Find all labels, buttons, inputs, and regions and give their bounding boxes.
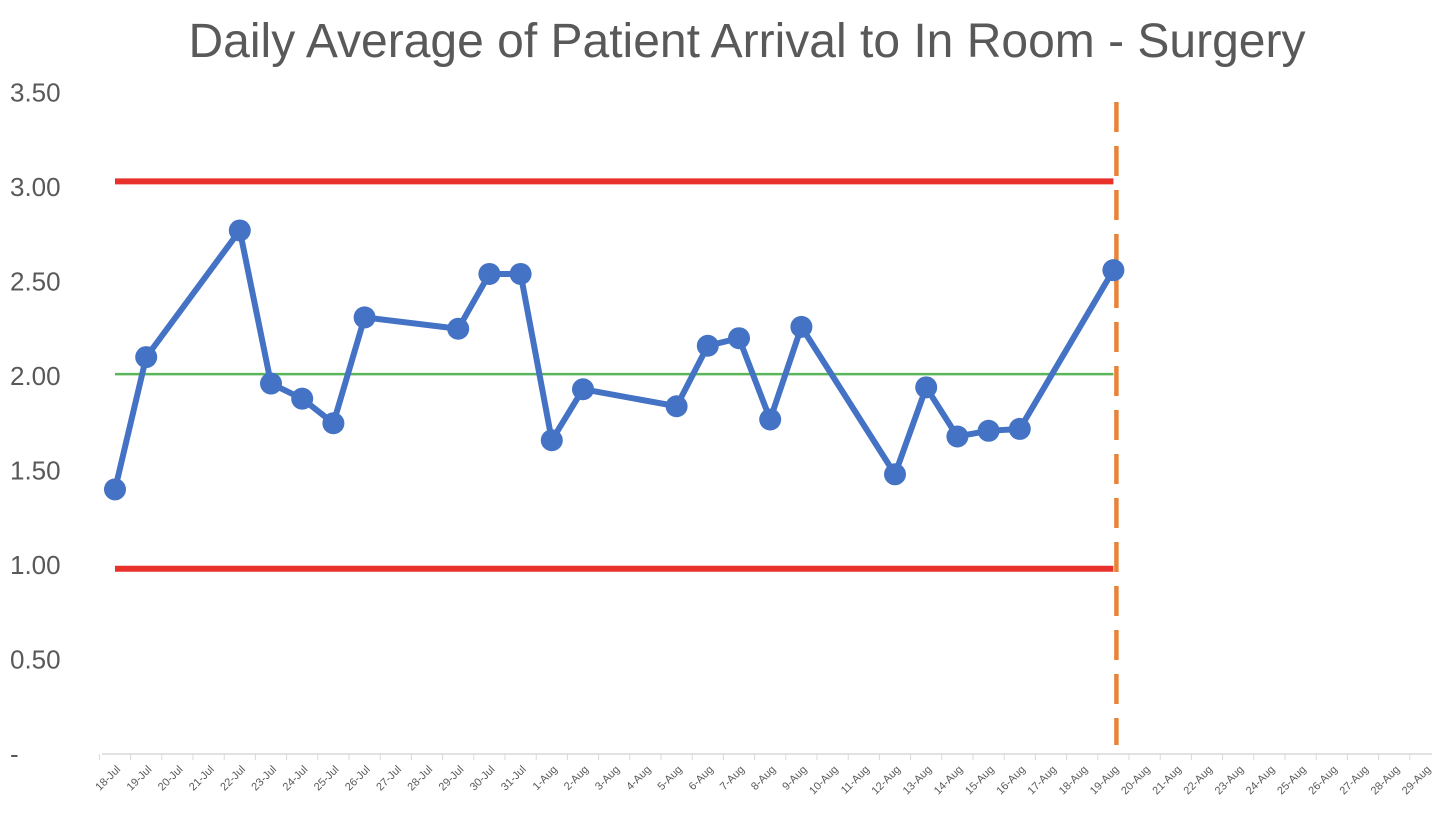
y-axis: - 0.50 1.00 1.50 2.00 2.50 3.00 3.50 bbox=[10, 78, 61, 770]
x-tick-label: 19-Jul bbox=[125, 764, 155, 794]
x-tick-label: 28-Jul bbox=[405, 764, 435, 794]
y-tick-label: 2.50 bbox=[10, 267, 61, 297]
x-tick-label: 18-Jul bbox=[93, 764, 123, 794]
x-tick-label: 26-Aug bbox=[1306, 764, 1340, 798]
data-series bbox=[104, 219, 1125, 501]
x-tick-label: 7-Aug bbox=[718, 764, 747, 793]
x-tick-label: 15-Aug bbox=[963, 764, 997, 798]
x-tick-label: 31-Jul bbox=[499, 764, 529, 794]
x-tick-label: 21-Aug bbox=[1150, 764, 1184, 798]
x-tick-label: 16-Aug bbox=[994, 764, 1028, 798]
x-tick-label: 21-Jul bbox=[187, 764, 217, 794]
data-point bbox=[915, 376, 938, 399]
y-tick-label: 1.00 bbox=[10, 550, 61, 580]
y-tick-label: 1.50 bbox=[10, 456, 61, 486]
x-tick-label: 1-Aug bbox=[531, 764, 560, 793]
data-point bbox=[759, 408, 782, 431]
x-tick-label: 25-Jul bbox=[312, 764, 342, 794]
x-tick-label: 26-Jul bbox=[343, 764, 373, 794]
x-tick-label: 20-Aug bbox=[1119, 764, 1153, 798]
x-tick-label: 23-Aug bbox=[1213, 764, 1247, 798]
x-tick-label: 12-Aug bbox=[870, 764, 904, 798]
data-point bbox=[946, 425, 969, 448]
x-axis: 18-Jul 19-Jul 20-Jul 21-Jul 22-Jul 23-Jul 24-J… bbox=[93, 753, 1432, 798]
x-tick-label: 11-Aug bbox=[839, 764, 872, 797]
x-tick-label: 4-Aug bbox=[624, 764, 653, 793]
x-tick-label: 18-Aug bbox=[1057, 764, 1091, 798]
data-point bbox=[790, 315, 813, 338]
x-tick-label: 6-Aug bbox=[687, 764, 716, 793]
data-point bbox=[665, 395, 688, 418]
x-tick-label: 10-Aug bbox=[807, 764, 841, 798]
x-tick-label: 8-Aug bbox=[749, 764, 778, 793]
data-point bbox=[322, 412, 345, 435]
x-tick-label: 13-Aug bbox=[901, 764, 935, 798]
x-tick-label: 19-Aug bbox=[1088, 764, 1122, 798]
chart-title: Daily Average of Patient Arrival to In R… bbox=[188, 15, 1306, 68]
data-point bbox=[291, 387, 314, 410]
data-point bbox=[884, 463, 906, 486]
x-tick-label: 9-Aug bbox=[780, 764, 809, 793]
x-tick-label: 5-Aug bbox=[655, 764, 684, 793]
x-tick-label: 14-Aug bbox=[932, 764, 966, 798]
data-point bbox=[1008, 417, 1031, 440]
x-tick-label: 24-Jul bbox=[281, 764, 311, 794]
x-tick-label: 30-Jul bbox=[468, 764, 498, 794]
x-tick-label: 24-Aug bbox=[1244, 764, 1278, 798]
data-point bbox=[977, 419, 1000, 442]
x-tick-label: 22-Jul bbox=[218, 764, 248, 794]
x-tick-label: 22-Aug bbox=[1182, 764, 1216, 798]
data-point bbox=[353, 306, 376, 329]
x-tick-label: 29-Jul bbox=[437, 764, 467, 794]
data-point bbox=[1102, 259, 1125, 282]
data-point bbox=[572, 378, 594, 401]
data-point bbox=[447, 317, 470, 340]
x-tick-label: 23-Jul bbox=[249, 764, 279, 794]
y-tick-label: 3.00 bbox=[10, 172, 61, 202]
x-tick-label: 28-Aug bbox=[1369, 764, 1403, 798]
x-tick-label: 29-Aug bbox=[1400, 764, 1432, 798]
x-tick-label: 27-Jul bbox=[374, 764, 404, 794]
data-point bbox=[728, 327, 750, 350]
x-tick-label: 3-Aug bbox=[593, 764, 622, 793]
data-point bbox=[696, 334, 719, 357]
control-limit-lines bbox=[115, 178, 1114, 572]
data-point bbox=[478, 262, 501, 285]
data-point bbox=[228, 219, 251, 242]
x-tick-label: 27-Aug bbox=[1338, 764, 1372, 798]
y-tick-label: 2.00 bbox=[10, 361, 61, 391]
data-point bbox=[509, 262, 532, 285]
y-tick-label: 3.50 bbox=[10, 78, 61, 108]
x-tick-label: 20-Jul bbox=[156, 764, 186, 794]
x-tick-label: 25-Aug bbox=[1275, 764, 1309, 798]
y-tick-label: 0.50 bbox=[10, 645, 61, 675]
y-tick-label: - bbox=[10, 739, 19, 769]
data-point bbox=[104, 478, 126, 501]
x-tick-label: 2-Aug bbox=[562, 764, 591, 793]
data-point bbox=[540, 429, 563, 452]
data-point bbox=[135, 346, 158, 369]
series-line bbox=[112, 227, 1117, 493]
x-tick-label: 17-Aug bbox=[1026, 764, 1060, 798]
data-point bbox=[260, 372, 282, 395]
